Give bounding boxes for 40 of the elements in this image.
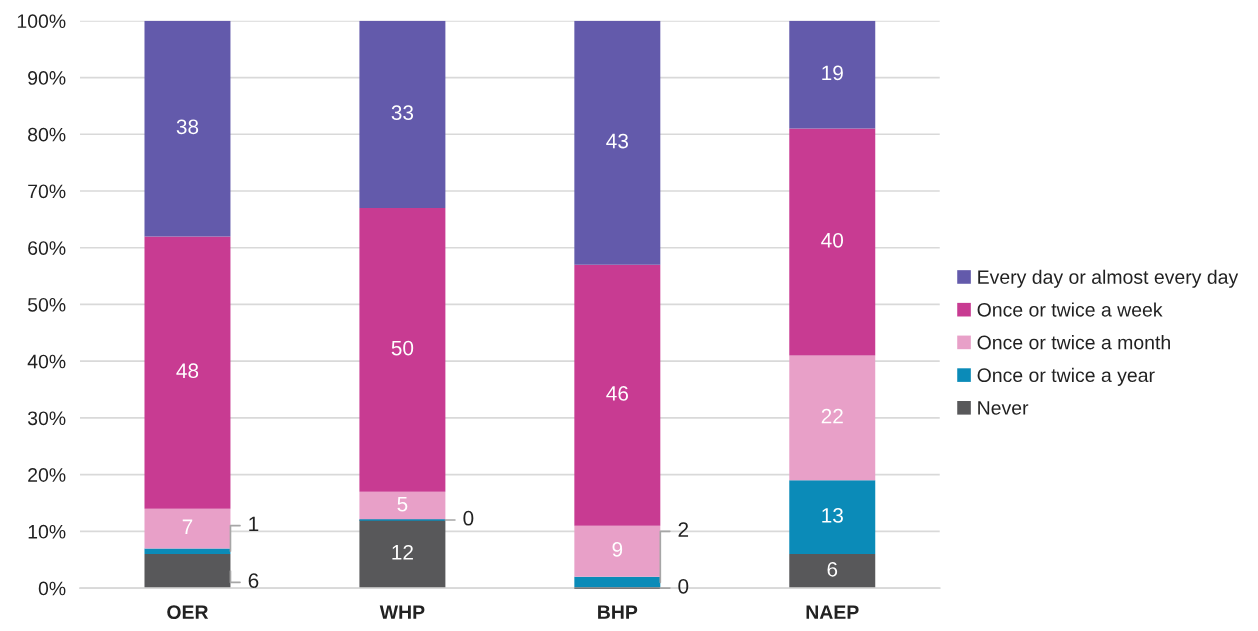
data-label: 46 [606,386,628,401]
x-tick-label: BHP [598,605,638,619]
y-tick-label: 10% [28,524,66,539]
legend-label: Once or twice a week [977,302,1163,317]
data-label: 6 [827,561,838,577]
y-tick-label: 60% [28,241,66,255]
data-label: 2 [678,522,689,537]
y-tick-label: 0% [38,581,66,596]
legend-label: Every day or almost every day [978,269,1239,288]
data-label: 7 [182,519,193,534]
x-tick-label: NAEP [806,605,859,619]
y-tick-label: 50% [27,297,66,312]
data-label: 5 [397,496,408,512]
data-label: 6 [248,573,259,589]
y-tick-label: 90% [28,71,66,85]
data-label: 48 [176,363,199,379]
data-label: 33 [391,105,414,121]
x-tick-label: OER [167,605,209,620]
data-label: 12 [392,544,413,560]
y-tick-label: 20% [28,468,66,482]
y-tick-label: 40% [27,354,66,369]
x-tick-label: WHP [379,605,425,619]
y-tick-label: 100% [17,14,66,29]
data-label: 1 [249,516,259,532]
data-label: 43 [606,133,628,149]
legend-label: Once or twice a month [977,335,1170,350]
legend-label: Never [978,401,1029,415]
data-label: 22 [821,408,843,424]
data-label: 9 [612,542,623,557]
y-tick-label: 80% [28,127,66,142]
legend-label: Once or twice a year [977,367,1155,386]
data-label: 40 [821,232,844,248]
data-label: 19 [822,65,843,81]
data-label: 0 [463,510,474,526]
data-label: 13 [822,508,843,523]
y-tick-label: 70% [28,184,66,199]
data-label: 50 [391,340,414,356]
data-label: 0 [678,578,689,594]
y-tick-label: 30% [27,411,66,426]
data-label: 38 [176,119,199,135]
